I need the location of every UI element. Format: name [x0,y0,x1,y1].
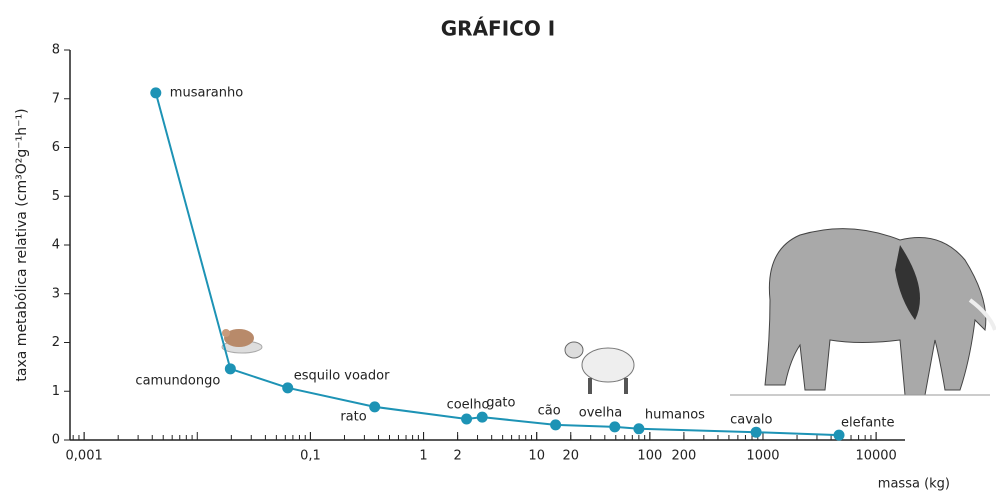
data-point [224,363,236,375]
point-label: rato [340,409,366,424]
curve [154,92,840,437]
point-label: coelho [447,398,490,413]
point-label: elefante [841,416,895,431]
data-point [633,423,645,435]
y-tick-label: 2 [52,335,60,350]
elephant-icon [730,228,996,396]
y-tick-label: 3 [52,286,60,301]
x-tick-label: 200 [671,449,696,464]
y-tick-label: 1 [52,384,60,399]
data-point [476,411,488,423]
y-tick-label: 0 [52,433,60,448]
x-tick-label: 0,1 [300,449,321,464]
x-tick-label: 20 [562,449,579,464]
x-tick-label: 2 [453,449,461,464]
data-point [150,87,162,99]
x-tick-label: 1000 [746,449,779,464]
data-point [282,382,294,394]
y-tick-label: 6 [52,140,60,155]
y-tick-label: 4 [52,238,60,253]
x-axis-label: massa (kg) [878,477,950,492]
point-label: humanos [645,407,705,422]
data-point [550,419,562,431]
x-tick-label: 0,001 [66,449,103,464]
point-label: gato [486,396,515,411]
point-label: camundongo [135,373,220,388]
data-point [369,401,381,413]
x-tick-label: 10 [528,449,545,464]
y-tick-label: 8 [52,43,60,58]
point-label: cão [538,403,561,418]
point-label: cavalo [730,413,772,428]
point-label: esquilo voador [294,368,390,383]
data-point [461,413,473,425]
point-label: ovelha [579,405,622,420]
y-tick-label: 7 [52,91,60,106]
chart-title: GRÁFICO I [441,17,555,41]
sheep-icon [564,341,635,394]
data-point [833,429,845,441]
y-axis-label: taxa metabólica relativa (cm³O²g⁻¹h⁻¹) [14,108,30,381]
x-tick-label: 1 [419,449,427,464]
x-tick-label: 10000 [855,449,896,464]
mouse-icon [221,329,263,354]
data-point [750,426,762,438]
y-tick-label: 5 [52,189,60,204]
data-point [609,421,621,433]
x-tick-label: 100 [637,449,662,464]
point-label: musaranho [170,85,243,100]
